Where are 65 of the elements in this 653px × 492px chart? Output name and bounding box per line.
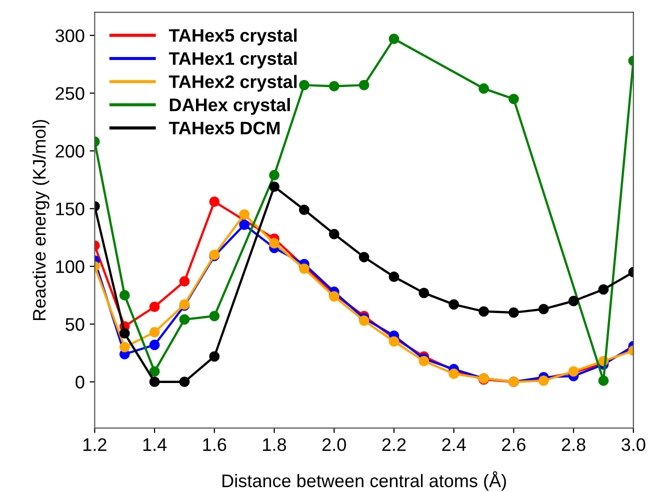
- point: [388, 272, 400, 282]
- point: [448, 368, 460, 379]
- point: [568, 296, 579, 306]
- point: [358, 252, 370, 262]
- point: [478, 306, 489, 317]
- point: [358, 80, 370, 90]
- point: [149, 376, 160, 388]
- point: [508, 94, 519, 104]
- y-tick-label: 250: [56, 87, 84, 100]
- point: [119, 290, 130, 300]
- point: [598, 284, 609, 295]
- y-tick-label: 0: [76, 376, 84, 389]
- point: [239, 220, 250, 230]
- point: [598, 375, 609, 386]
- y-tick-label: 100: [56, 260, 84, 274]
- point: [209, 351, 220, 362]
- point: [239, 209, 250, 220]
- point: [149, 340, 160, 350]
- x-axis-title: Distance between central atoms (Å): [222, 471, 506, 491]
- x-tick-label: 2.2: [382, 438, 406, 451]
- point: [149, 302, 160, 312]
- legend-label: DAHex crystal: [170, 98, 290, 115]
- legend-label: TAHex1 crystal: [168, 52, 297, 69]
- point: [508, 307, 519, 318]
- x-tick-label: 2.6: [502, 438, 526, 452]
- point: [538, 304, 549, 314]
- y-tick-label: 300: [56, 29, 84, 42]
- point: [179, 276, 190, 287]
- point: [448, 299, 460, 310]
- point: [119, 328, 130, 339]
- legend-label: TAHex5 crystal: [168, 28, 297, 46]
- y-tick-label: 50: [66, 318, 84, 331]
- x-tick-label: 3.0: [622, 438, 646, 452]
- point: [418, 356, 430, 366]
- point: [209, 310, 220, 322]
- point: [298, 80, 310, 90]
- x-tick-label: 1.6: [203, 438, 226, 452]
- point: [328, 291, 340, 302]
- x-tick-label: 2.8: [562, 438, 586, 452]
- point: [328, 228, 340, 240]
- point: [209, 196, 220, 207]
- point: [388, 34, 400, 44]
- x-tick-label: 2.4: [442, 438, 466, 451]
- point: [328, 81, 340, 92]
- x-tick-label: 1.2: [84, 438, 106, 451]
- point: [388, 336, 400, 347]
- point: [478, 83, 489, 94]
- y-tick-label: 200: [56, 144, 84, 158]
- legend-label: TAHex2 crystal: [168, 74, 297, 92]
- point: [269, 170, 280, 180]
- y-tick-label: 150: [56, 202, 84, 216]
- x-tick-label: 1.8: [263, 438, 286, 452]
- point: [179, 376, 190, 388]
- x-tick-label: 1.4: [143, 438, 167, 451]
- point: [269, 181, 280, 192]
- x-tick-label: 2.0: [322, 438, 346, 452]
- point: [179, 314, 190, 325]
- legend-label: TAHex5 DCM: [168, 122, 280, 134]
- point: [418, 288, 430, 298]
- point: [149, 326, 160, 338]
- point: [269, 238, 280, 248]
- point: [298, 204, 310, 215]
- y-axis-title: Reactive energy (KJ/mol): [32, 120, 50, 320]
- point: [149, 366, 160, 377]
- point: [119, 342, 130, 352]
